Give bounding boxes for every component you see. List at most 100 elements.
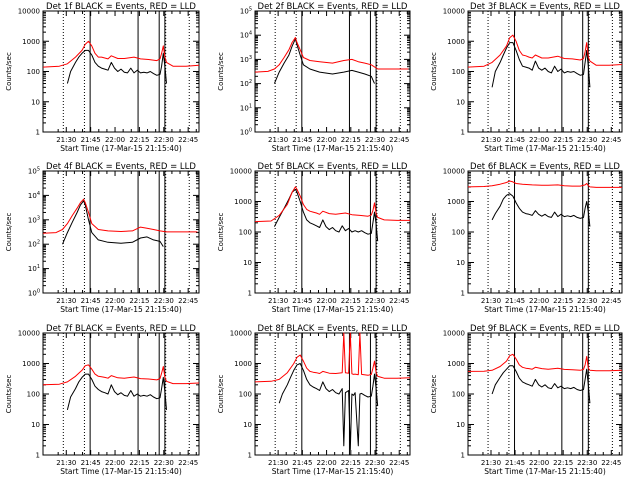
x-axis-label: Start Time (17-Mar-15 21:15:40) [60, 305, 182, 314]
x-axis-label: Start Time (17-Mar-15 21:15:40) [484, 144, 606, 153]
y-tick-label: 1000 [234, 360, 252, 368]
x-tick-label: 21:45 [292, 297, 312, 305]
y-tick-label: 10000 [230, 168, 252, 176]
lld-series-line [467, 353, 623, 372]
y-tick-label: 1 [36, 452, 40, 460]
y-tick-label: 100 [27, 391, 40, 399]
x-tick-label: 22:45 [178, 459, 198, 467]
x-tick-label: 22:45 [601, 297, 621, 305]
y-tick-label: 10000 [443, 330, 465, 338]
y-tick-label: 10 [243, 421, 252, 429]
x-axis-label: Start Time (17-Mar-15 21:15:40) [272, 305, 394, 314]
detector-plot-3: Det 3f BLACK = Events, RED = LLD Counts/s… [430, 2, 623, 153]
y-tick-label: 100 [239, 229, 252, 237]
x-tick-label: 21:30 [481, 459, 501, 467]
y-tick-label: 100 [28, 289, 40, 298]
x-tick-label: 22:15 [129, 136, 149, 144]
lld-series-line [42, 40, 200, 68]
plot-title: Det 6f BLACK = Events, RED = LLD [470, 162, 620, 172]
x-tick-label: 22:45 [389, 297, 409, 305]
plot-title: Det 5f BLACK = Events, RED = LLD [258, 162, 408, 172]
y-tick-label: 1000 [447, 360, 465, 368]
x-tick-label: 21:30 [268, 297, 288, 305]
x-tick-label: 22:30 [154, 297, 174, 305]
x-tick-label: 21:30 [56, 459, 76, 467]
detector-plot-9: Det 9f BLACK = Events, RED = LLD Counts/s… [430, 324, 623, 476]
x-tick-label: 22:45 [389, 136, 409, 144]
y-tick-label: 1 [248, 452, 252, 460]
x-tick-label: 22:15 [553, 459, 573, 467]
y-axis-label: Counts/sec [5, 375, 13, 414]
events-series-line [278, 363, 379, 451]
events-series-line [66, 373, 167, 411]
y-tick-label: 1 [461, 452, 465, 460]
x-axis-label: Start Time (17-Mar-15 21:15:40) [484, 305, 606, 314]
y-axis-label: Counts/sec [5, 213, 13, 252]
y-tick-label: 100 [239, 391, 252, 399]
y-tick-label: 1000 [22, 360, 40, 368]
x-axis-label: Start Time (17-Mar-15 21:15:40) [60, 467, 182, 476]
x-tick-label: 22:00 [529, 136, 549, 144]
plot-title: Det 8f BLACK = Events, RED = LLD [258, 324, 408, 334]
y-tick-label: 1000 [234, 198, 252, 206]
plot-title: Det 1f BLACK = Events, RED = LLD [46, 2, 196, 12]
plot-title: Det 4f BLACK = Events, RED = LLD [46, 162, 196, 172]
detector-plot-2: Det 2f BLACK = Events, RED = LLD Counts/s… [217, 2, 411, 153]
x-axis-label: Start Time (17-Mar-15 21:15:40) [60, 144, 182, 153]
y-tick-label: 105 [240, 7, 252, 16]
x-tick-label: 21:45 [292, 459, 312, 467]
plot-frame [254, 332, 411, 456]
lld-series-line [467, 180, 622, 188]
y-axis-label: Counts/sec [430, 52, 438, 91]
y-tick-label: 10 [456, 421, 465, 429]
x-tick-label: 21:30 [56, 136, 76, 144]
plot-frame [42, 170, 200, 294]
y-tick-label: 10 [31, 421, 40, 429]
x-tick-label: 22:30 [365, 297, 385, 305]
plot-frame [254, 170, 411, 294]
x-tick-label: 22:45 [389, 459, 409, 467]
x-tick-label: 22:30 [365, 459, 385, 467]
x-tick-label: 22:15 [553, 136, 573, 144]
y-tick-label: 100 [27, 68, 40, 76]
y-tick-label: 100 [452, 68, 465, 76]
x-tick-label: 21:45 [81, 297, 101, 305]
y-tick-label: 10 [243, 259, 252, 267]
x-tick-label: 22:00 [529, 459, 549, 467]
x-axis-label: Start Time (17-Mar-15 21:15:40) [484, 467, 606, 476]
x-tick-label: 22:00 [105, 459, 125, 467]
plot-frame [467, 10, 623, 133]
detector-plot-1: Det 1f BLACK = Events, RED = LLD Counts/s… [5, 2, 200, 153]
y-tick-label: 101 [28, 264, 40, 273]
detector-plot-4: Det 4f BLACK = Events, RED = LLD Counts/s… [5, 162, 200, 314]
y-tick-label: 104 [28, 191, 40, 200]
x-tick-label: 22:00 [316, 136, 336, 144]
plot-frame [254, 10, 411, 133]
x-tick-label: 22:15 [129, 297, 149, 305]
y-tick-label: 100 [452, 391, 465, 399]
x-tick-label: 22:45 [178, 136, 198, 144]
x-axis-label: Start Time (17-Mar-15 21:15:40) [272, 144, 394, 153]
x-tick-label: 21:30 [481, 136, 501, 144]
plot-title: Det 7f BLACK = Events, RED = LLD [46, 324, 196, 334]
x-tick-label: 21:45 [505, 136, 525, 144]
lld-series-line [254, 186, 410, 223]
plot-frame [42, 332, 200, 456]
x-tick-label: 21:30 [268, 459, 288, 467]
x-tick-label: 22:15 [129, 459, 149, 467]
lld-series-line [42, 364, 200, 386]
y-tick-label: 103 [240, 55, 252, 64]
y-tick-label: 10 [456, 98, 465, 106]
x-tick-label: 21:45 [505, 459, 525, 467]
x-tick-label: 21:45 [81, 459, 101, 467]
y-axis-label: Counts/sec [217, 213, 225, 252]
lld-series-line [467, 34, 623, 68]
x-tick-label: 21:45 [81, 136, 101, 144]
events-series-line [491, 42, 591, 88]
plot-frame [42, 10, 200, 133]
events-series-line [62, 200, 164, 247]
y-axis-label: Counts/sec [5, 52, 13, 91]
x-tick-label: 22:15 [553, 297, 573, 305]
y-tick-label: 101 [240, 103, 252, 112]
